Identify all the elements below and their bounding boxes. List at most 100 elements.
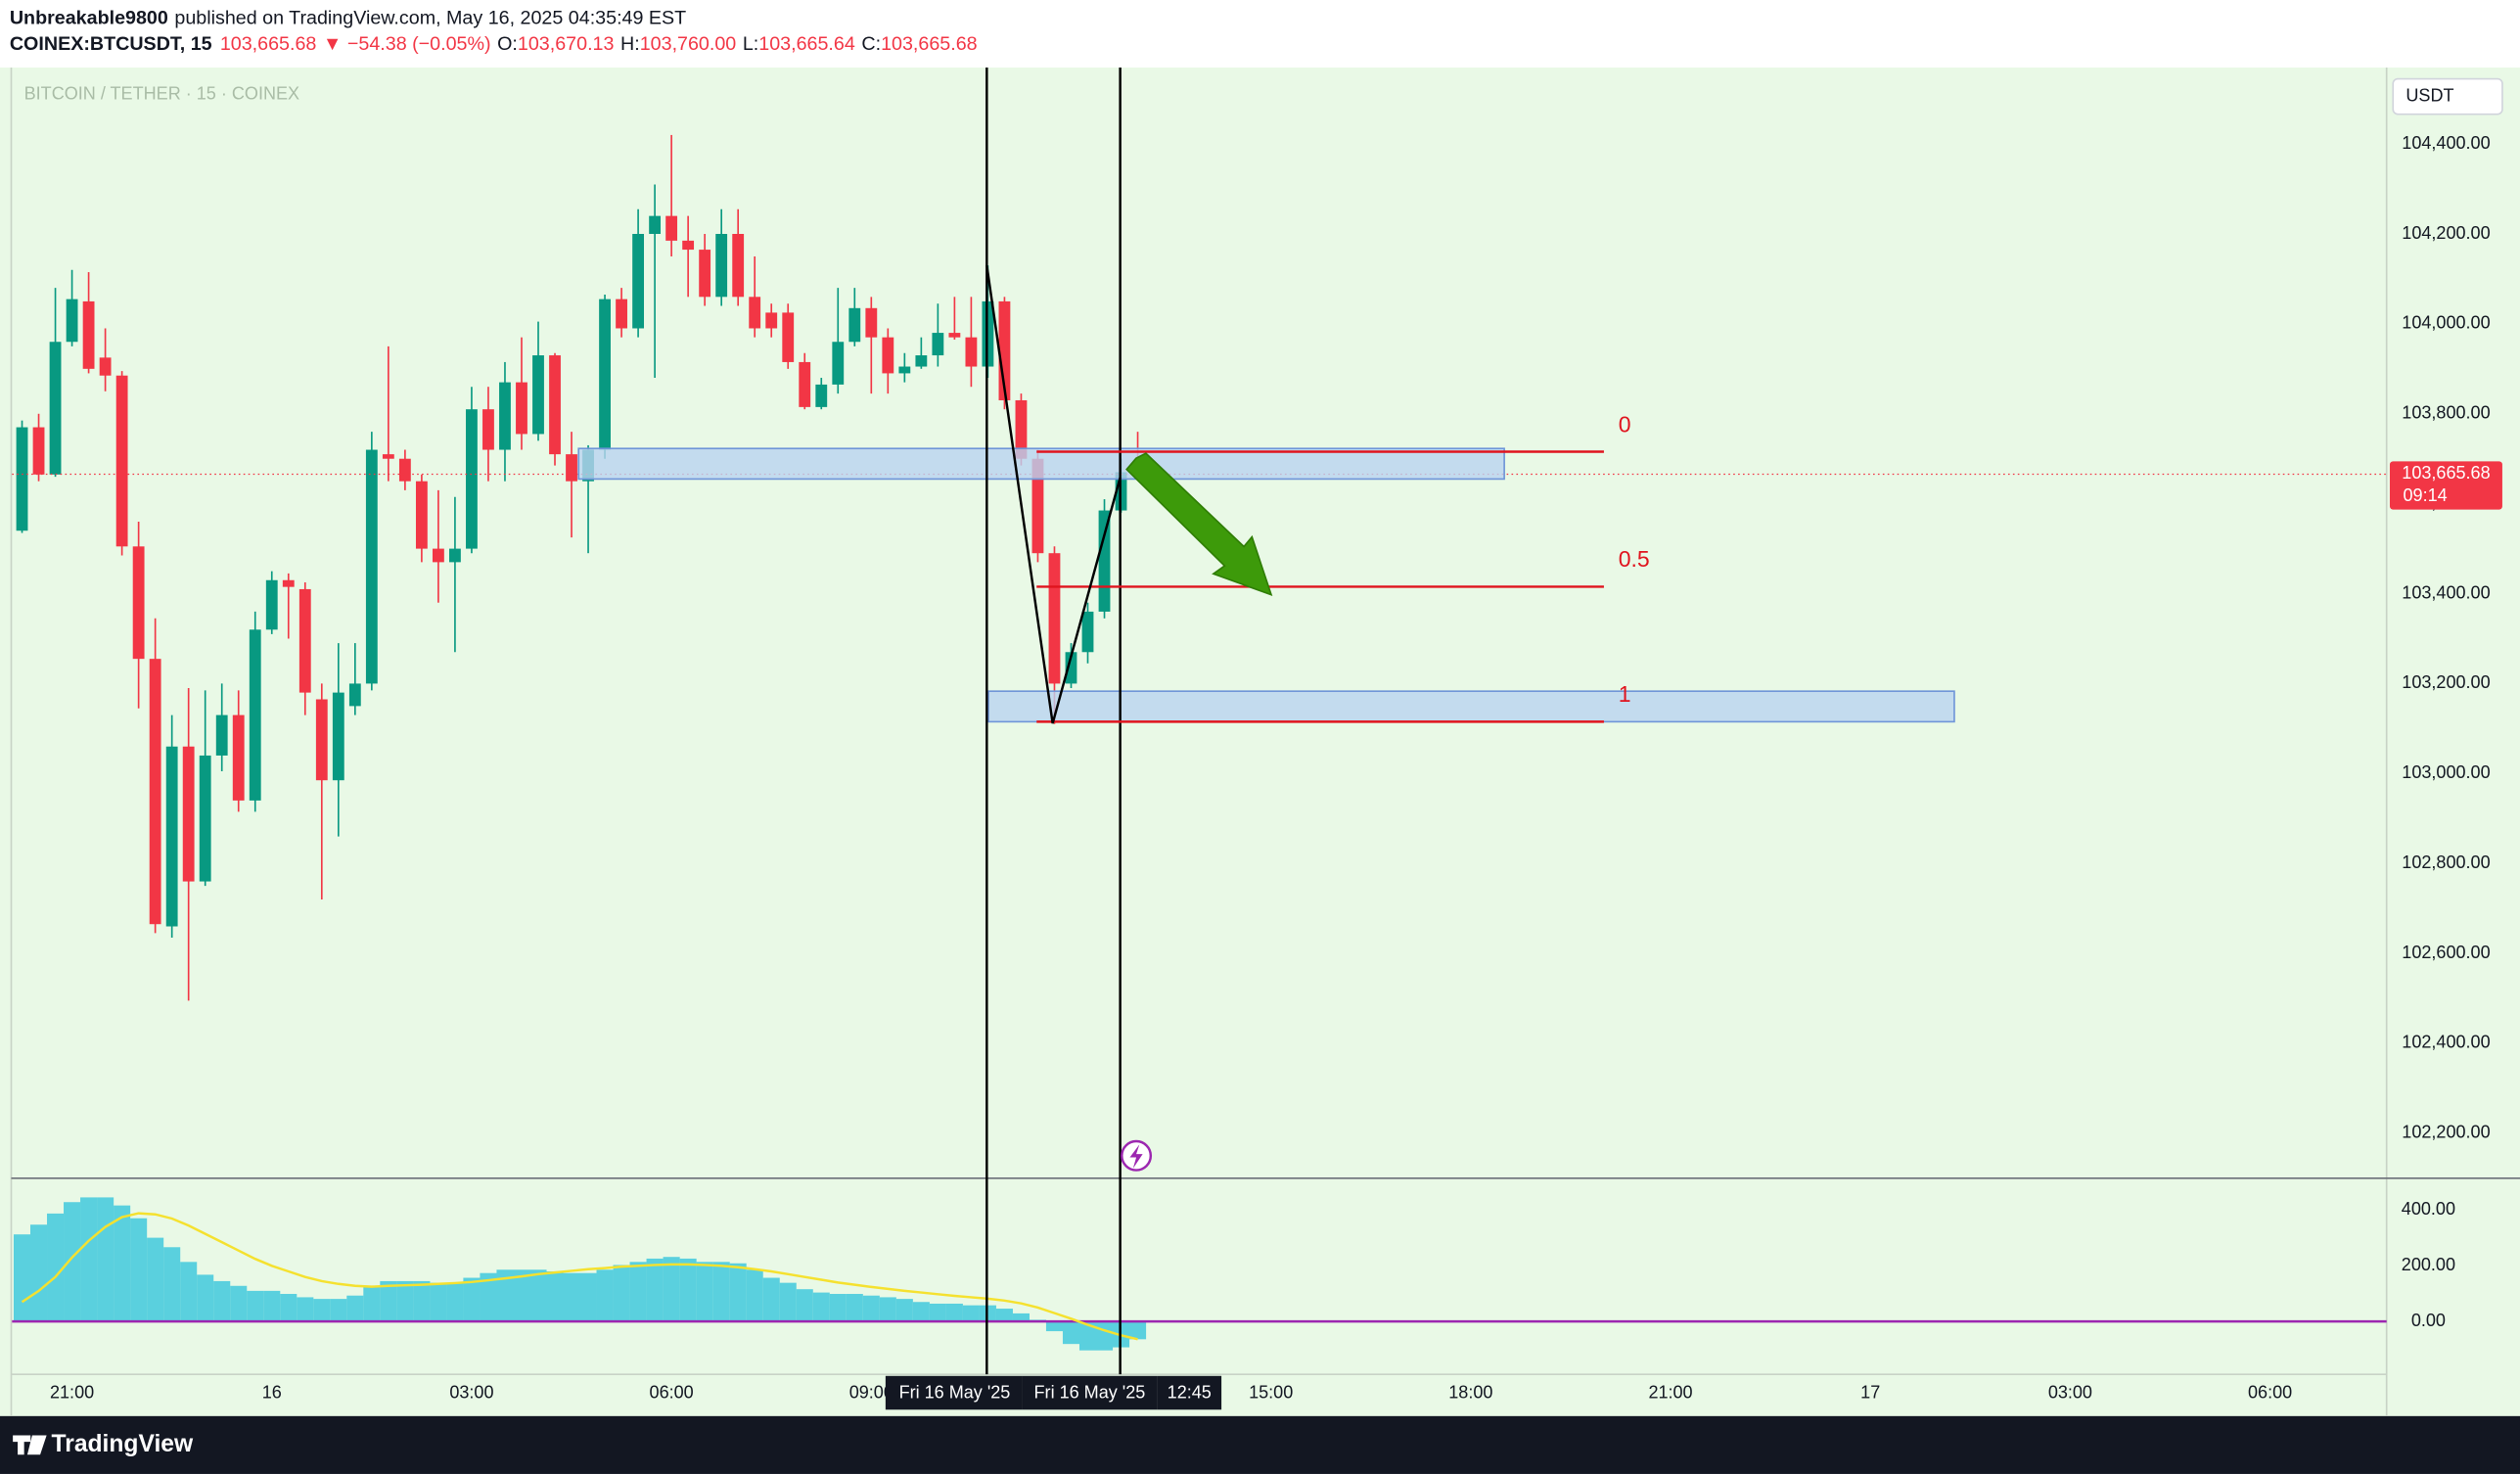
histogram-bar xyxy=(945,1303,963,1322)
candle-body xyxy=(998,300,1011,400)
candle-body xyxy=(165,746,178,927)
histogram-bar xyxy=(413,1280,431,1322)
change: ▼ −54.38 (−0.05%) xyxy=(323,33,491,55)
crosshair-label: 12:45 xyxy=(1168,1383,1212,1403)
candle-body xyxy=(799,361,811,407)
crosshair-label: Fri 16 May '25 xyxy=(1034,1383,1146,1403)
ohlc-value: 103,665.64 xyxy=(758,33,855,55)
histogram-bar xyxy=(846,1294,863,1322)
fib-label: 1 xyxy=(1619,681,1631,707)
histogram-bar xyxy=(779,1282,797,1322)
candle-body xyxy=(1065,652,1077,684)
candle-body xyxy=(782,312,795,362)
candle-body xyxy=(948,333,961,338)
candle-body xyxy=(682,240,695,251)
crosshair-label-bg xyxy=(1157,1375,1222,1410)
histogram-bar xyxy=(147,1237,164,1322)
candle-body xyxy=(365,449,378,684)
histogram-bar xyxy=(97,1197,115,1322)
candle-body xyxy=(599,299,611,450)
candle-body xyxy=(348,683,361,707)
histogram-bar xyxy=(346,1295,364,1322)
candle-body xyxy=(99,357,112,376)
y-tick-label: 103,400.00 xyxy=(2402,582,2490,602)
x-tick-label: 21:00 xyxy=(50,1383,94,1403)
currency[interactable]: USDT xyxy=(2405,85,2453,105)
signal-line xyxy=(21,1212,1138,1341)
histogram-bar xyxy=(1045,1321,1064,1332)
candle-body xyxy=(532,355,544,435)
histogram-bar xyxy=(762,1277,780,1322)
candle-body xyxy=(49,342,62,475)
ohlc-key: L: xyxy=(743,33,758,55)
y-tick-label: 104,200.00 xyxy=(2402,223,2490,243)
histogram-bar xyxy=(213,1280,231,1322)
candle-body xyxy=(815,384,828,407)
histogram-bar xyxy=(1012,1313,1030,1322)
histogram-bar xyxy=(263,1290,281,1322)
histogram-bar xyxy=(929,1303,946,1322)
histogram-bar xyxy=(679,1258,697,1322)
histogram-bar xyxy=(247,1290,264,1322)
candle-body xyxy=(715,234,728,298)
candle-body xyxy=(632,234,645,329)
candle-body xyxy=(282,579,295,587)
fib-label: 0 xyxy=(1619,411,1631,437)
candle-body xyxy=(132,546,145,660)
histogram-bar xyxy=(47,1213,65,1322)
candle-body xyxy=(516,382,527,435)
candle-body xyxy=(965,337,978,367)
histogram-bar xyxy=(180,1262,198,1322)
histogram-bar xyxy=(230,1285,248,1322)
x-tick-label: 03:00 xyxy=(449,1383,493,1403)
y-tick-label: 102,800.00 xyxy=(2402,852,2490,872)
y-tick-label: 103,800.00 xyxy=(2402,403,2490,423)
candle-body xyxy=(649,215,662,235)
candle-body xyxy=(932,333,944,356)
x-tick-label: 06:00 xyxy=(2248,1383,2292,1403)
candle-body xyxy=(182,746,195,882)
brand-logo xyxy=(13,1435,47,1455)
candle-body xyxy=(499,382,511,450)
y-tick-label: 200.00 xyxy=(2402,1255,2455,1274)
ohlc-value: 103,760.00 xyxy=(640,33,737,55)
candle-body xyxy=(1048,553,1061,684)
candle-body xyxy=(398,458,411,482)
histogram-bar xyxy=(313,1299,331,1322)
event-bolt xyxy=(1129,1144,1143,1169)
histogram-bar xyxy=(1095,1321,1114,1351)
histogram-bar xyxy=(995,1309,1013,1322)
histogram-bar xyxy=(629,1262,647,1322)
candle-body xyxy=(882,337,894,374)
currency-button[interactable] xyxy=(2392,77,2503,115)
histogram-bar xyxy=(446,1282,464,1322)
chart-area xyxy=(0,68,2520,1416)
header-line: Unbreakable9800 published on TradingView.… xyxy=(10,8,686,29)
candle-body xyxy=(215,714,228,756)
histogram-bar xyxy=(696,1262,713,1322)
y-tick-label: 0.00 xyxy=(2411,1311,2446,1330)
candle-body xyxy=(848,307,861,343)
data-layer: 21:00 16 03:00 06:00 09:00 15:00 18:00 21:00 17 0… xyxy=(12,133,2502,1403)
histogram-bar xyxy=(496,1269,514,1322)
candle-body xyxy=(149,659,161,925)
countdown: 09:14 xyxy=(2404,485,2448,505)
histogram-bar xyxy=(463,1277,481,1322)
candle-body xyxy=(466,409,478,549)
candle-body xyxy=(915,355,928,367)
candle-body xyxy=(549,355,561,455)
histogram-bar xyxy=(363,1285,381,1322)
histogram-bar xyxy=(1129,1321,1147,1340)
candle-body xyxy=(1015,399,1028,459)
histogram-bar xyxy=(812,1292,830,1322)
candle-body xyxy=(482,409,494,450)
candle-body xyxy=(415,481,428,549)
candle-body xyxy=(82,300,95,369)
histogram-bar xyxy=(13,1234,31,1322)
histogram-bar xyxy=(430,1282,447,1322)
histogram-bar xyxy=(862,1295,880,1322)
price: 103,665.68 xyxy=(220,33,317,55)
watermark: BITCOIN / TETHER · 15 · COINEX xyxy=(24,84,299,104)
histogram-bar xyxy=(563,1272,580,1322)
